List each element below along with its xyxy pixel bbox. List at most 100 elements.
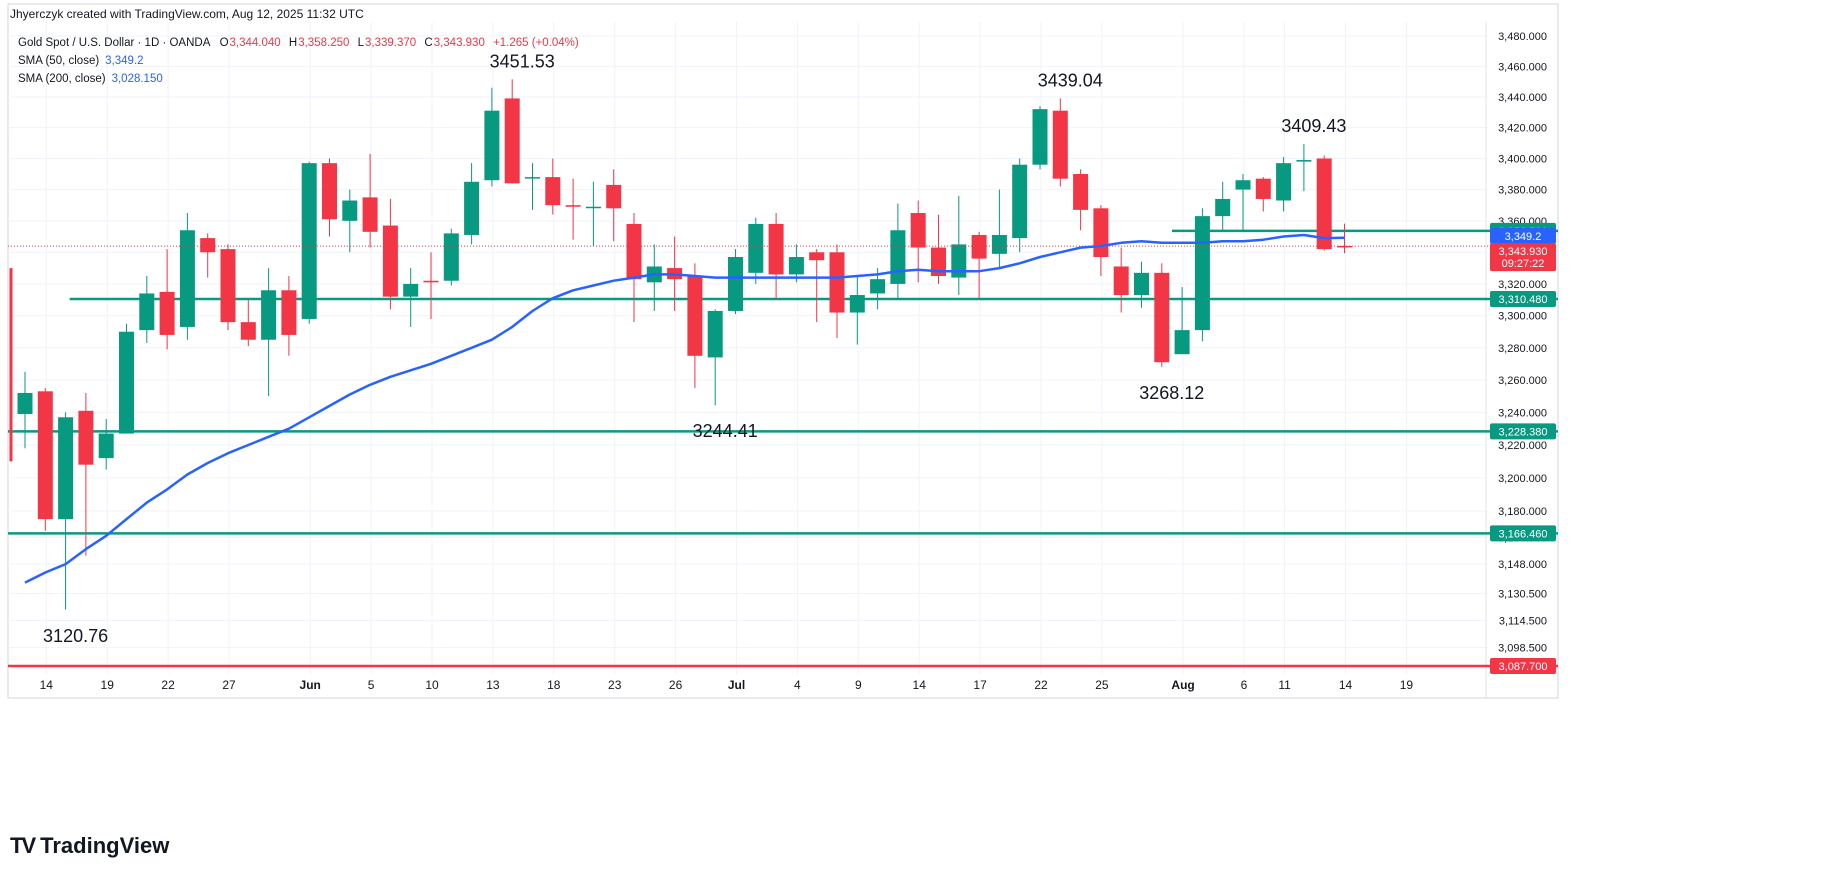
time-tick-label: Jul: [728, 678, 745, 692]
candle-body: [1174, 330, 1190, 355]
brand-name: TradingView: [40, 833, 170, 858]
time-tick-label: 26: [669, 678, 683, 692]
candle-body: [1113, 266, 1129, 296]
open-label: O: [219, 37, 229, 49]
candle-body: [951, 244, 967, 278]
price-tick-label: 3,260.000: [1498, 375, 1547, 387]
candle-body: [240, 322, 256, 340]
candle-body: [728, 257, 743, 311]
open-value: 3,344.040: [229, 37, 281, 49]
time-tick-label: 11: [1278, 678, 1291, 692]
candle-body: [585, 206, 601, 209]
candle-body: [890, 230, 906, 284]
current-price-tag: [1490, 243, 1556, 272]
sma50-price-tag: [1490, 227, 1556, 244]
candle-body: [809, 252, 825, 261]
sma50-row[interactable]: SMA (50, close) 3,349.2: [18, 52, 584, 70]
time-tick-label: 14: [913, 678, 927, 692]
candle-body: [606, 184, 622, 209]
candle-body: [37, 391, 53, 520]
chart-frame: [7, 3, 1559, 699]
price-annotation: 3244.41: [693, 421, 758, 441]
created-by-text: Jhyerczyk created with TradingView.com, …: [10, 7, 364, 21]
price-tick-label: 3,240.000: [1498, 407, 1547, 419]
price-tick-label: 3,114.500: [1499, 615, 1547, 627]
price-tick-label: 3,300.000: [1498, 311, 1547, 323]
candle-body: [1194, 216, 1210, 331]
candle-body: [1032, 109, 1048, 165]
price-tick-label: 3,440.000: [1498, 92, 1547, 104]
tradingview-brand[interactable]: TV TradingView: [10, 833, 169, 859]
time-tick-label: 25: [1095, 678, 1109, 692]
candle-body: [78, 410, 94, 465]
candle-body: [626, 223, 642, 280]
candle-body: [139, 293, 155, 331]
candle-body: [687, 275, 703, 356]
sma200-row[interactable]: SMA (200, close) 3,028.150: [18, 70, 584, 88]
time-tick-label: Jun: [300, 678, 321, 692]
red-level-price-label: 3,087.700: [1499, 661, 1548, 673]
candle-body: [525, 177, 540, 179]
candle-body: [403, 283, 419, 297]
candle-body: [119, 331, 134, 434]
price-tick-label: 3,460.000: [1498, 61, 1547, 73]
candle-body: [1134, 272, 1149, 296]
candle-body: [504, 98, 520, 184]
candle-body: [382, 225, 398, 297]
candle-body: [545, 177, 561, 206]
candle-body: [991, 234, 1007, 254]
candle-body: [159, 291, 175, 335]
current-price-label: 3,343.930: [1499, 246, 1548, 258]
candle-body: [220, 249, 236, 323]
candle-body: [1052, 110, 1068, 179]
time-tick-label: 22: [1034, 678, 1048, 692]
sma200-label: SMA (200, close): [18, 73, 106, 85]
price-tick-label: 3,320.000: [1498, 279, 1547, 291]
time-tick-label: 18: [547, 678, 561, 692]
candle-body: [748, 223, 764, 273]
candle-body: [261, 290, 277, 340]
countdown-label: 09:27:22: [1502, 258, 1545, 270]
price-tick-label: 3,380.000: [1498, 185, 1547, 197]
candle-body: [707, 310, 723, 358]
candle-body: [1296, 160, 1312, 162]
candle-body: [281, 290, 297, 335]
price-tick-label: 3,098.500: [1498, 643, 1547, 655]
candle-body: [443, 233, 459, 281]
candle-body: [565, 205, 581, 207]
chart-legend: Gold Spot / U.S. Dollar · 1D · OANDA O3,…: [18, 34, 584, 88]
sma50-price-label: 3,349.2: [1505, 231, 1542, 243]
sma50-line: [24, 233, 1345, 584]
candle-body: [1235, 180, 1251, 190]
candle-body: [971, 234, 987, 259]
candle-body: [17, 392, 33, 415]
candle-body: [1154, 272, 1170, 363]
candle-body: [870, 279, 886, 294]
price-annotation: 3439.04: [1038, 70, 1103, 90]
close-label: C: [424, 37, 433, 49]
level-price-tag: [1490, 525, 1556, 542]
candle-body: [179, 230, 195, 327]
candle-body: [931, 247, 946, 276]
time-tick-label: 13: [486, 678, 500, 692]
candle-body: [768, 223, 784, 275]
candle-body: [484, 110, 500, 181]
candle-body: [464, 181, 480, 235]
sma50-label: SMA (50, close): [18, 55, 100, 67]
price-tick-label: 3,200.000: [1498, 473, 1547, 485]
tradingview-logo-icon: TV: [10, 833, 36, 858]
time-tick-label: 27: [222, 678, 236, 692]
candle-body: [829, 252, 845, 313]
price-tick-label: 3,480.000: [1498, 31, 1547, 43]
time-tick-label: 19: [1400, 678, 1414, 692]
candle-body: [1073, 174, 1089, 210]
time-tick-label: 23: [608, 678, 622, 692]
candle-body: [301, 163, 317, 319]
sma50-value: 3,349.2: [105, 55, 144, 67]
price-annotation: 3409.43: [1281, 116, 1346, 136]
symbol-title[interactable]: Gold Spot / U.S. Dollar · 1D · OANDA: [18, 37, 211, 49]
price-tick-label: 3,220.000: [1498, 440, 1547, 452]
candle-body: [342, 200, 358, 221]
price-tick-label: 3,280.000: [1498, 343, 1547, 355]
